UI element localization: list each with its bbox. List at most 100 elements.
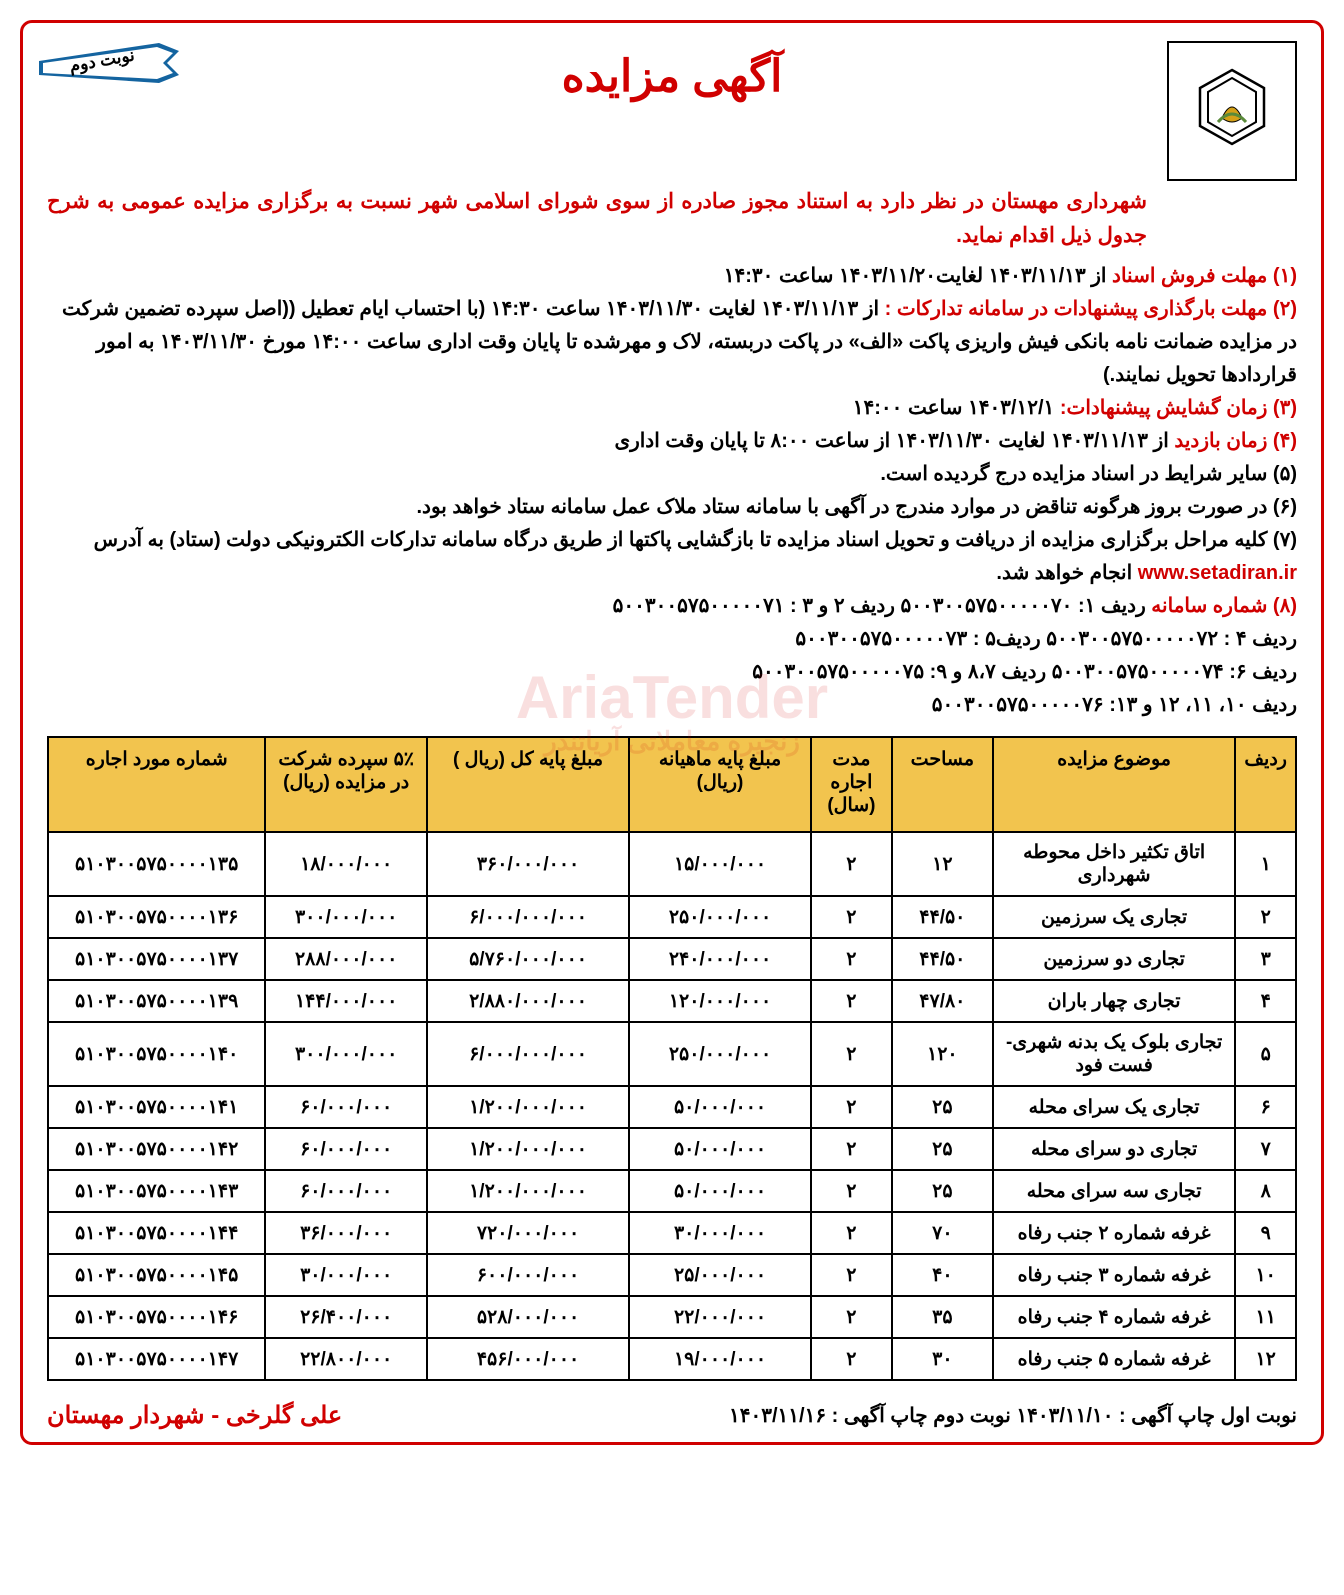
cell-period: ۲ (811, 1086, 892, 1128)
table-row: ۱۱غرفه شماره ۴ جنب رفاه۳۵۲۲۲/۰۰۰/۰۰۰۵۲۸/… (48, 1296, 1296, 1338)
cell-period: ۲ (811, 1254, 892, 1296)
cell-deposit: ۶۰/۰۰۰/۰۰۰ (265, 1128, 427, 1170)
cell-lease: ۵۱۰۳۰۰۵۷۵۰۰۰۰۱۳۵ (48, 832, 265, 896)
cell-period: ۲ (811, 980, 892, 1022)
footer-dates: نوبت اول چاپ آگهی : ۱۴۰۳/۱۱/۱۰ نوبت دوم … (729, 1403, 1297, 1428)
cell-monthly: ۱۲۰/۰۰۰/۰۰۰ (629, 980, 811, 1022)
cell-monthly: ۲۵/۰۰۰/۰۰۰ (629, 1254, 811, 1296)
cell-subject: تجاری دو سرای محله (993, 1128, 1236, 1170)
cell-deposit: ۲۲/۸۰۰/۰۰۰ (265, 1338, 427, 1380)
table-row: ۷تجاری دو سرای محله۲۵۲۵۰/۰۰۰/۰۰۰۱/۲۰۰/۰۰… (48, 1128, 1296, 1170)
table-header-row: ردیف موضوع مزایده مساحت مدت اجاره (سال) … (48, 737, 1296, 832)
cell-deposit: ۶۰/۰۰۰/۰۰۰ (265, 1086, 427, 1128)
cell-radif: ۸ (1235, 1170, 1296, 1212)
cell-area: ۳۰ (892, 1338, 993, 1380)
cell-radif: ۳ (1235, 938, 1296, 980)
cell-period: ۲ (811, 1212, 892, 1254)
title-area: آگهی مزایده (177, 41, 1167, 102)
cell-radif: ۷ (1235, 1128, 1296, 1170)
cell-subject: تجاری سه سرای محله (993, 1170, 1236, 1212)
table-body: ۱اتاق تکثیر داخل محوطه شهرداری۱۲۲۱۵/۰۰۰/… (48, 832, 1296, 1380)
cell-area: ۴۰ (892, 1254, 993, 1296)
cell-monthly: ۲۲/۰۰۰/۰۰۰ (629, 1296, 811, 1338)
cell-period: ۲ (811, 1296, 892, 1338)
cell-total: ۱/۲۰۰/۰۰۰/۰۰۰ (427, 1128, 629, 1170)
cell-deposit: ۳۰۰/۰۰۰/۰۰۰ (265, 1022, 427, 1086)
cell-total: ۴۵۶/۰۰۰/۰۰۰ (427, 1338, 629, 1380)
cell-deposit: ۶۰/۰۰۰/۰۰۰ (265, 1170, 427, 1212)
th-period: مدت اجاره (سال) (811, 737, 892, 832)
line6: (۶) در صورت بروز هرگونه تناقض در موارد م… (47, 491, 1297, 524)
cell-period: ۲ (811, 832, 892, 896)
table-row: ۶تجاری یک سرای محله۲۵۲۵۰/۰۰۰/۰۰۰۱/۲۰۰/۰۰… (48, 1086, 1296, 1128)
cell-lease: ۵۱۰۳۰۰۵۷۵۰۰۰۰۱۴۴ (48, 1212, 265, 1254)
cell-period: ۲ (811, 1128, 892, 1170)
header-row: آگهی مزایده (47, 41, 1297, 181)
cell-deposit: ۲۸۸/۰۰۰/۰۰۰ (265, 938, 427, 980)
table-row: ۳تجاری دو سرزمین۴۴/۵۰۲۲۴۰/۰۰۰/۰۰۰۵/۷۶۰/۰… (48, 938, 1296, 980)
line7a: (۷) کلیه مراحل برگزاری مزایده از دریافت … (94, 529, 1297, 551)
cell-lease: ۵۱۰۳۰۰۵۷۵۰۰۰۰۱۳۹ (48, 980, 265, 1022)
cell-subject: غرفه شماره ۲ جنب رفاه (993, 1212, 1236, 1254)
cell-area: ۱۲ (892, 832, 993, 896)
cell-deposit: ۱۴۴/۰۰۰/۰۰۰ (265, 980, 427, 1022)
line3-label: (۳) زمان گشایش پیشنهادات: (1060, 397, 1297, 419)
cell-subject: غرفه شماره ۵ جنب رفاه (993, 1338, 1236, 1380)
cell-subject: تجاری چهار باران (993, 980, 1236, 1022)
cell-deposit: ۲۶/۴۰۰/۰۰۰ (265, 1296, 427, 1338)
cell-radif: ۱۲ (1235, 1338, 1296, 1380)
line2-label: (۲) مهلت بارگذاری پیشنهادات در سامانه تد… (879, 298, 1297, 320)
line5: (۵) سایر شرایط در اسناد مزایده درج گردید… (47, 458, 1297, 491)
cell-lease: ۵۱۰۳۰۰۵۷۵۰۰۰۰۱۳۷ (48, 938, 265, 980)
cell-subject: تجاری یک سرای محله (993, 1086, 1236, 1128)
cell-total: ۷۲۰/۰۰۰/۰۰۰ (427, 1212, 629, 1254)
line8d: ردیف ۶: ۵۰۰۳۰۰۵۷۵۰۰۰۰۰۷۴ ردیف ۸،۷ و ۹: ۵… (47, 656, 1297, 689)
cell-monthly: ۱۹/۰۰۰/۰۰۰ (629, 1338, 811, 1380)
cell-area: ۴۷/۸۰ (892, 980, 993, 1022)
cell-subject: غرفه شماره ۳ جنب رفاه (993, 1254, 1236, 1296)
cell-subject: تجاری یک سرزمین (993, 896, 1236, 938)
footer: نوبت اول چاپ آگهی : ۱۴۰۳/۱۱/۱۰ نوبت دوم … (47, 1401, 1297, 1430)
cell-lease: ۵۱۰۳۰۰۵۷۵۰۰۰۰۱۴۷ (48, 1338, 265, 1380)
cell-lease: ۵۱۰۳۰۰۵۷۵۰۰۰۰۱۴۵ (48, 1254, 265, 1296)
th-lease: شماره مورد اجاره (48, 737, 265, 832)
cell-total: ۵۲۸/۰۰۰/۰۰۰ (427, 1296, 629, 1338)
table-row: ۸تجاری سه سرای محله۲۵۲۵۰/۰۰۰/۰۰۰۱/۲۰۰/۰۰… (48, 1170, 1296, 1212)
cell-deposit: ۳۰/۰۰۰/۰۰۰ (265, 1254, 427, 1296)
cell-deposit: ۳۰۰/۰۰۰/۰۰۰ (265, 896, 427, 938)
line4-label: (۴) زمان بازدید (1169, 430, 1297, 452)
table-row: ۱۲غرفه شماره ۵ جنب رفاه۳۰۲۱۹/۰۰۰/۰۰۰۴۵۶/… (48, 1338, 1296, 1380)
th-subject: موضوع مزایده (993, 737, 1236, 832)
cell-period: ۲ (811, 896, 892, 938)
th-radif: ردیف (1235, 737, 1296, 832)
cell-period: ۲ (811, 938, 892, 980)
line8e: ردیف ۱۰، ۱۱، ۱۲ و ۱۳: ۵۰۰۳۰۰۵۷۵۰۰۰۰۰۷۶ (47, 689, 1297, 722)
edition-ribbon: نوبت دوم (39, 43, 179, 96)
cell-monthly: ۵۰/۰۰۰/۰۰۰ (629, 1128, 811, 1170)
cell-subject: تجاری بلوک یک بدنه شهری- فست فود (993, 1022, 1236, 1086)
cell-monthly: ۲۵۰/۰۰۰/۰۰۰ (629, 1022, 811, 1086)
cell-monthly: ۳۰/۰۰۰/۰۰۰ (629, 1212, 811, 1254)
cell-subject: تجاری دو سرزمین (993, 938, 1236, 980)
table-row: ۹غرفه شماره ۲ جنب رفاه۷۰۲۳۰/۰۰۰/۰۰۰۷۲۰/۰… (48, 1212, 1296, 1254)
intro-text: شهرداری مهستان در نظر دارد به استناد مجو… (47, 185, 1147, 252)
line8c: ردیف ۴ : ۵۰۰۳۰۰۵۷۵۰۰۰۰۰۷۲ ردیف۵ : ۵۰۰۳۰۰… (47, 623, 1297, 656)
line3-value: ۱۴۰۳/۱۲/۱ ساعت ۱۴:۰۰ (853, 397, 1060, 419)
cell-area: ۳۵ (892, 1296, 993, 1338)
th-area: مساحت (892, 737, 993, 832)
line1-value: از ۱۴۰۳/۱۱/۱۳ لغایت۱۴۰۳/۱۱/۲۰ ساعت ۱۴:۳۰ (724, 265, 1112, 287)
notice-page: AriaTender زنجیره معاملاتی آریاتندر نوبت… (20, 20, 1324, 1445)
cell-radif: ۴ (1235, 980, 1296, 1022)
cell-radif: ۱ (1235, 832, 1296, 896)
cell-period: ۲ (811, 1338, 892, 1380)
line4-value: از ۱۴۰۳/۱۱/۱۳ لغایت ۱۴۰۳/۱۱/۳۰ از ساعت ۸… (614, 430, 1168, 452)
cell-lease: ۵۱۰۳۰۰۵۷۵۰۰۰۰۱۴۶ (48, 1296, 265, 1338)
cell-total: ۵/۷۶۰/۰۰۰/۰۰۰ (427, 938, 629, 980)
cell-radif: ۹ (1235, 1212, 1296, 1254)
line8b: ردیف ۱: ۵۰۰۳۰۰۵۷۵۰۰۰۰۰۷۰ ردیف ۲ و ۳ : ۵۰… (613, 595, 1146, 617)
cell-deposit: ۱۸/۰۰۰/۰۰۰ (265, 832, 427, 896)
cell-radif: ۱۰ (1235, 1254, 1296, 1296)
table-row: ۱اتاق تکثیر داخل محوطه شهرداری۱۲۲۱۵/۰۰۰/… (48, 832, 1296, 896)
cell-area: ۴۴/۵۰ (892, 896, 993, 938)
cell-deposit: ۳۶/۰۰۰/۰۰۰ (265, 1212, 427, 1254)
